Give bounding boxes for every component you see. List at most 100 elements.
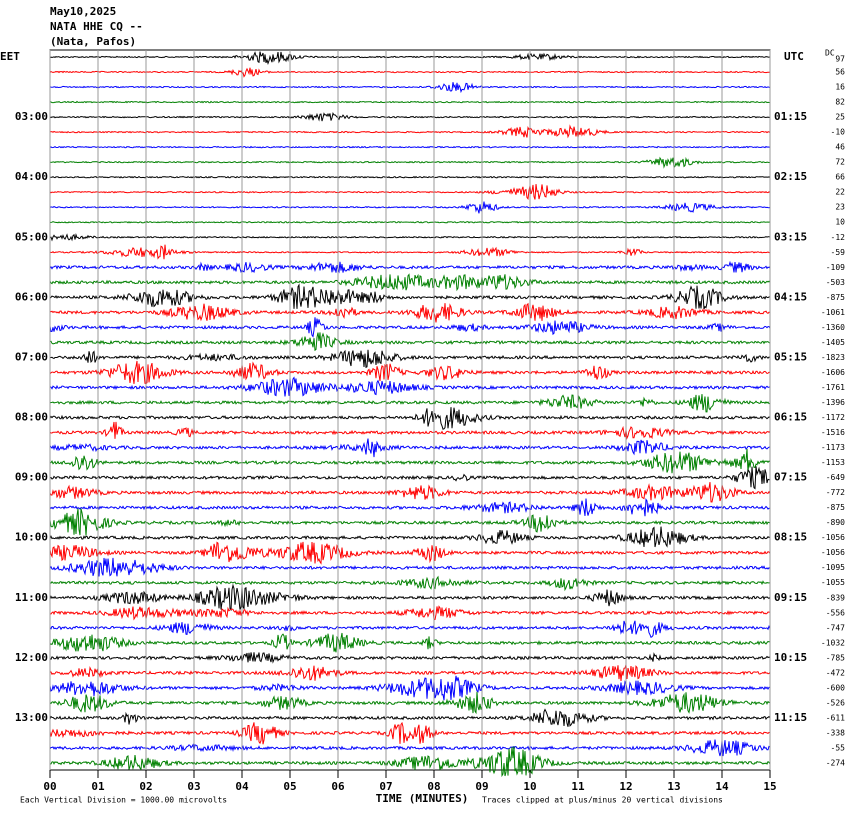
left-time-label: 11:00 [15,591,48,604]
x-tick-label: 02 [139,780,152,793]
trace [49,82,771,94]
trace [50,349,771,369]
trace [49,421,771,440]
x-tick-label: 05 [283,780,296,793]
trace [49,721,771,745]
dc-value: 97 [835,55,845,64]
dc-value: -1761 [821,383,845,392]
x-tick-label: 13 [667,780,680,793]
dc-value: -1405 [821,338,845,347]
trace [49,675,771,701]
dc-value: 22 [835,188,845,197]
x-tick-label: 07 [379,780,392,793]
dc-value: -59 [831,248,846,257]
trace [49,652,771,664]
trace [49,620,771,639]
trace [49,407,771,430]
trace [49,302,771,323]
trace [49,746,771,778]
dc-value: 16 [835,83,845,92]
right-time-label: 02:15 [774,170,807,183]
dc-value: -1606 [821,368,845,377]
trace [49,145,771,149]
dc-value: -875 [826,293,845,302]
x-tick-label: 03 [187,780,200,793]
trace [49,739,771,757]
dc-value: -274 [826,759,845,768]
dc-value: -503 [826,278,845,287]
x-tick-label: 00 [43,780,56,793]
right-time-label: 08:15 [774,531,807,544]
title-line: May10,2025 [50,5,116,18]
right-time-label: 09:15 [774,591,807,604]
trace [49,575,770,592]
right-time-label: 10:15 [774,651,807,664]
dc-value: -526 [826,698,845,707]
x-tick-label: 08 [427,780,440,793]
dc-value: 82 [835,98,845,107]
trace [49,201,771,214]
dc-value: 25 [835,113,845,122]
dc-value: -1173 [821,443,845,452]
x-tick-label: 12 [619,780,632,793]
left-time-label: 03:00 [15,110,48,123]
right-time-label: 04:15 [774,290,807,303]
trace [49,244,770,260]
trace [49,526,771,548]
right-time-label: 03:15 [774,230,807,243]
dc-value: -1396 [821,398,845,407]
trace [49,317,771,338]
dc-value: -1516 [821,428,845,437]
dc-header: DC [825,49,835,58]
dc-value: 10 [835,218,845,227]
left-time-label: 08:00 [15,411,48,424]
left-time-label: 13:00 [15,711,48,724]
trace [49,632,771,653]
trace [49,260,771,274]
left-header: EET [0,50,20,63]
dc-value: -890 [826,518,845,527]
dc-value: -1360 [821,323,845,332]
trace [49,691,771,715]
dc-value: -472 [826,668,845,677]
left-time-label: 09:00 [15,471,48,484]
trace [49,605,770,621]
left-time-label: 06:00 [15,290,48,303]
right-time-label: 07:15 [774,471,807,484]
dc-value: -1172 [821,413,845,422]
dc-value: -875 [826,503,845,512]
trace [49,111,771,122]
dc-value: -785 [826,653,845,662]
trace [49,232,771,242]
trace [49,124,771,139]
trace [49,100,771,104]
x-tick-label: 11 [571,780,585,793]
right-time-label: 06:15 [774,411,807,424]
trace [49,438,771,458]
trace [49,498,770,517]
dc-value: -10 [831,128,846,137]
left-time-label: 04:00 [15,170,48,183]
x-tick-label: 10 [523,780,536,793]
x-tick-label: 15 [763,780,776,793]
trace [49,508,771,536]
trace [49,360,771,385]
x-tick-label: 06 [331,780,345,793]
title-line: (Nata, Pafos) [50,35,136,48]
note-left: Each Vertical Division = 1000.00 microvo… [20,796,227,805]
dc-value: -611 [826,713,845,722]
trace [49,283,771,310]
trace [49,466,771,490]
trace [49,156,771,169]
dc-value: 46 [835,143,845,152]
dc-value: -109 [826,263,845,272]
dc-value: -839 [826,593,845,602]
x-axis-label: TIME (MINUTES) [376,792,469,805]
dc-value: -1056 [821,533,845,542]
left-time-label: 05:00 [15,230,48,243]
dc-value: -1056 [821,548,845,557]
x-tick-label: 09 [475,780,488,793]
dc-value: -1055 [821,578,845,587]
right-time-label: 01:15 [774,110,807,123]
dc-value: -1823 [821,353,845,362]
